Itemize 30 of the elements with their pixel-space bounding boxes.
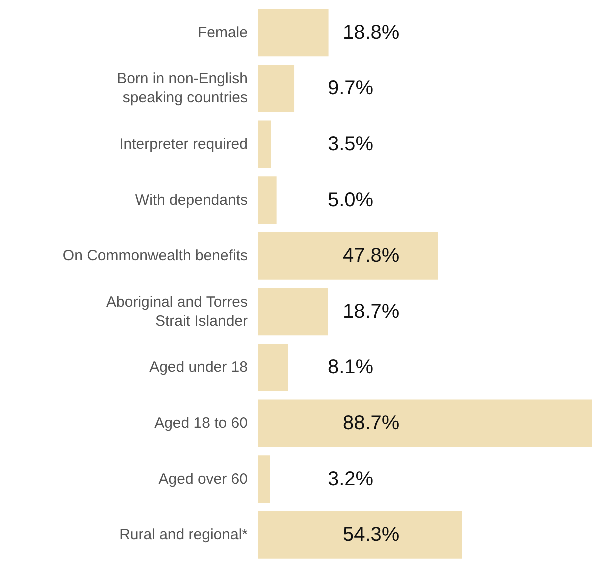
- bar: [258, 120, 272, 168]
- y-tick-label: Aged under 18: [150, 359, 248, 376]
- y-tick-label: Aged 18 to 60: [154, 415, 248, 432]
- data-label: 5.0%: [328, 189, 374, 212]
- y-tick-label: Interpreter required: [120, 136, 248, 153]
- data-label: 3.5%: [328, 134, 374, 156]
- bar: [258, 400, 592, 448]
- y-tick-label: Born in non-English speaking countries: [117, 70, 248, 107]
- data-label: 18.7%: [343, 300, 400, 323]
- y-tick-label: Aged over 60: [158, 470, 248, 488]
- bar: [258, 9, 329, 57]
- bar: [258, 288, 328, 336]
- data-label: 8.1%: [328, 356, 374, 379]
- y-tick-label: With dependants: [135, 192, 248, 209]
- data-label: 18.8%: [343, 22, 400, 44]
- bar: [258, 456, 270, 504]
- bar: [258, 232, 438, 280]
- bar: [258, 511, 462, 559]
- y-tick-label: Aboriginal and Torres Strait Islander: [106, 294, 248, 330]
- data-label: 54.3%: [343, 524, 400, 546]
- data-label: 3.2%: [328, 468, 374, 490]
- bar: [258, 344, 288, 392]
- data-label: 9.7%: [328, 78, 374, 100]
- bar: [258, 176, 277, 224]
- y-tick-label: Female: [198, 24, 248, 42]
- data-label: 47.8%: [343, 245, 400, 268]
- y-tick-label: On Commonwealth benefits: [62, 248, 248, 265]
- bar: [258, 64, 295, 112]
- data-label: 88.7%: [343, 412, 400, 434]
- y-tick-label: Rural and regional*: [120, 526, 248, 544]
